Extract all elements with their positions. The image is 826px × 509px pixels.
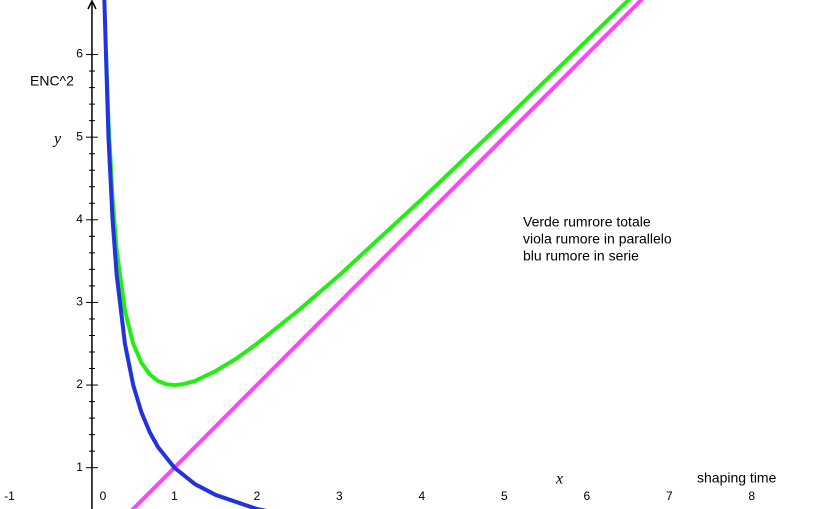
annotation: blu rumore in serie [523, 248, 639, 264]
x-tick-label: 8 [748, 489, 755, 503]
x-tick-label: -1 [4, 489, 15, 503]
x-tick-label: 7 [666, 489, 673, 503]
line-series [102, 0, 268, 509]
x-tick-label: 1 [171, 489, 178, 503]
x-tick-label: 2 [254, 489, 261, 503]
y-tick-label: 1 [76, 460, 83, 474]
y-axis-title: ENC^2 [30, 73, 74, 89]
y-axis-arrow [87, 0, 97, 10]
y-label: y [52, 131, 62, 148]
y-tick-label: 5 [76, 129, 83, 143]
x-axis-title: shaping time [697, 470, 777, 486]
annotation: viola rumore in parallelo [523, 231, 672, 247]
y-tick-label: 4 [76, 212, 83, 226]
line-series [103, 0, 632, 388]
y-tick-label: 6 [76, 47, 83, 61]
x-tick-label: 6 [583, 489, 590, 503]
y-tick-label: 3 [76, 295, 83, 309]
x-tick-label: 0 [100, 489, 107, 503]
x-tick-label: 5 [501, 489, 508, 503]
x-label: x [555, 471, 563, 488]
x-tick-label: 3 [336, 489, 343, 503]
y-tick-label: 2 [76, 377, 83, 391]
line-series [130, 0, 645, 509]
x-tick-label: 4 [419, 489, 426, 503]
plot-area [102, 0, 645, 509]
annotation: Verde rumrore totale [523, 214, 651, 230]
